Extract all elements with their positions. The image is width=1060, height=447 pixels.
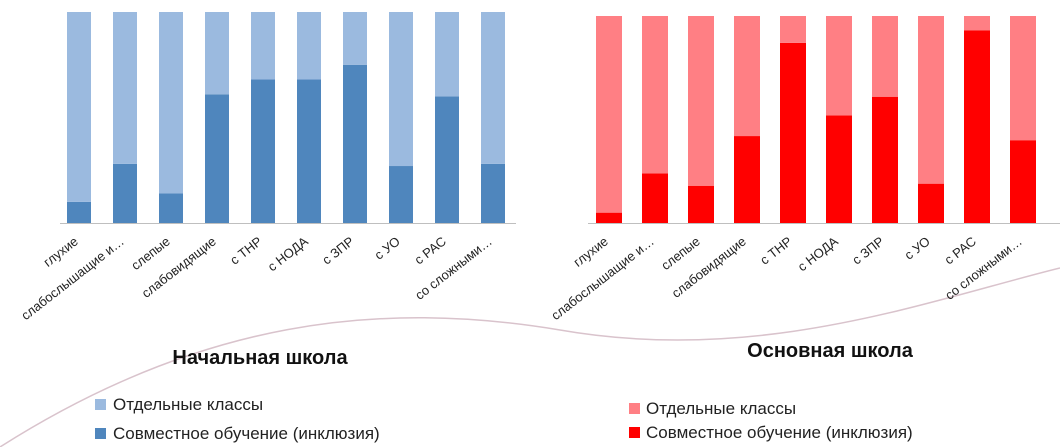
left-bar-joint [159, 193, 183, 223]
right-x-tick-label: с ЗПР [849, 234, 887, 268]
left-x-tick-label: с УО [371, 234, 402, 263]
left-bars [67, 12, 505, 224]
right-bar-separate [780, 16, 806, 43]
chart-right-legend: Отдельные классы Совместное обучение (ин… [629, 399, 913, 442]
right-bar-separate [596, 16, 622, 213]
left-bar-joint [251, 79, 275, 224]
chart-left-legend: Отдельные классы Совместное обучение (ин… [95, 395, 380, 443]
left-bar-separate [389, 12, 413, 167]
legend-left-joint-label: Совместное обучение (инклюзия) [113, 424, 380, 443]
left-bar-separate [481, 12, 505, 164]
right-x-tick-label: со сложными… [942, 234, 1025, 303]
right-bar-separate [1010, 16, 1036, 141]
left-x-tick-label: глухие [40, 234, 80, 270]
left-bar-separate [297, 12, 321, 80]
right-bar-separate [964, 16, 990, 31]
left-bar-separate [67, 12, 91, 202]
left-bar-separate [251, 12, 275, 80]
legend-left-separate-swatch [95, 399, 106, 410]
left-bar-joint [113, 163, 137, 223]
right-bar-separate [688, 16, 714, 186]
right-bar-separate [872, 16, 898, 97]
decorative-arc [0, 267, 1060, 447]
right-bar-joint [642, 173, 668, 223]
left-bar-joint [205, 94, 229, 223]
chart-left-title: Начальная школа [172, 347, 348, 369]
left-bar-separate [113, 12, 137, 164]
legend-right-separate-label: Отдельные классы [646, 399, 796, 418]
right-bar-separate [918, 16, 944, 184]
legend-right-joint-label: Совместное обучение (инклюзия) [646, 423, 913, 442]
right-bar-separate [642, 16, 668, 174]
left-bar-separate [159, 12, 183, 194]
legend-right-separate-swatch [629, 403, 640, 414]
left-bar-joint [297, 79, 321, 224]
right-bar-joint [872, 96, 898, 223]
right-bar-joint [964, 30, 990, 223]
right-bar-joint [734, 136, 760, 223]
left-bar-separate [343, 12, 367, 65]
legend-right-joint-swatch [629, 427, 640, 438]
right-bar-separate [826, 16, 852, 116]
left-bar-separate [205, 12, 229, 95]
right-x-tick-label: с ТНР [757, 234, 795, 268]
left-x-tick-label: с РАС [411, 234, 448, 268]
right-x-tick-label: с УО [901, 234, 932, 263]
chart-right-title: Основная школа [747, 340, 914, 362]
left-bar-separate [435, 12, 459, 97]
right-x-tick-label: с РАС [941, 234, 978, 268]
left-bar-joint [67, 201, 91, 223]
left-bar-joint [389, 166, 413, 223]
left-bar-joint [435, 96, 459, 223]
right-bar-joint [688, 185, 714, 223]
left-x-tick-label: с НОДА [265, 233, 311, 274]
left-x-tick-label: с ТНР [227, 234, 265, 268]
right-bar-joint [1010, 140, 1036, 223]
left-x-tick-label: с ЗПР [319, 234, 357, 268]
right-bar-separate [734, 16, 760, 137]
right-bar-joint [918, 183, 944, 223]
left-bar-joint [481, 163, 505, 223]
chart-right: Основная школа Отдельные классы Совместн… [548, 16, 1060, 442]
right-bars [596, 16, 1036, 223]
right-x-tick-label: с НОДА [795, 233, 841, 274]
left-bar-joint [343, 64, 367, 223]
chart-left: Начальная школа Отдельные классы Совмест… [18, 12, 516, 443]
left-x-tick-label: со сложными… [412, 234, 495, 303]
right-bar-joint [596, 212, 622, 223]
legend-left-joint-swatch [95, 428, 106, 439]
right-bar-joint [780, 42, 806, 223]
right-x-tick-label: глухие [570, 234, 610, 270]
right-bar-joint [826, 115, 852, 223]
legend-left-separate-label: Отдельные классы [113, 395, 263, 414]
